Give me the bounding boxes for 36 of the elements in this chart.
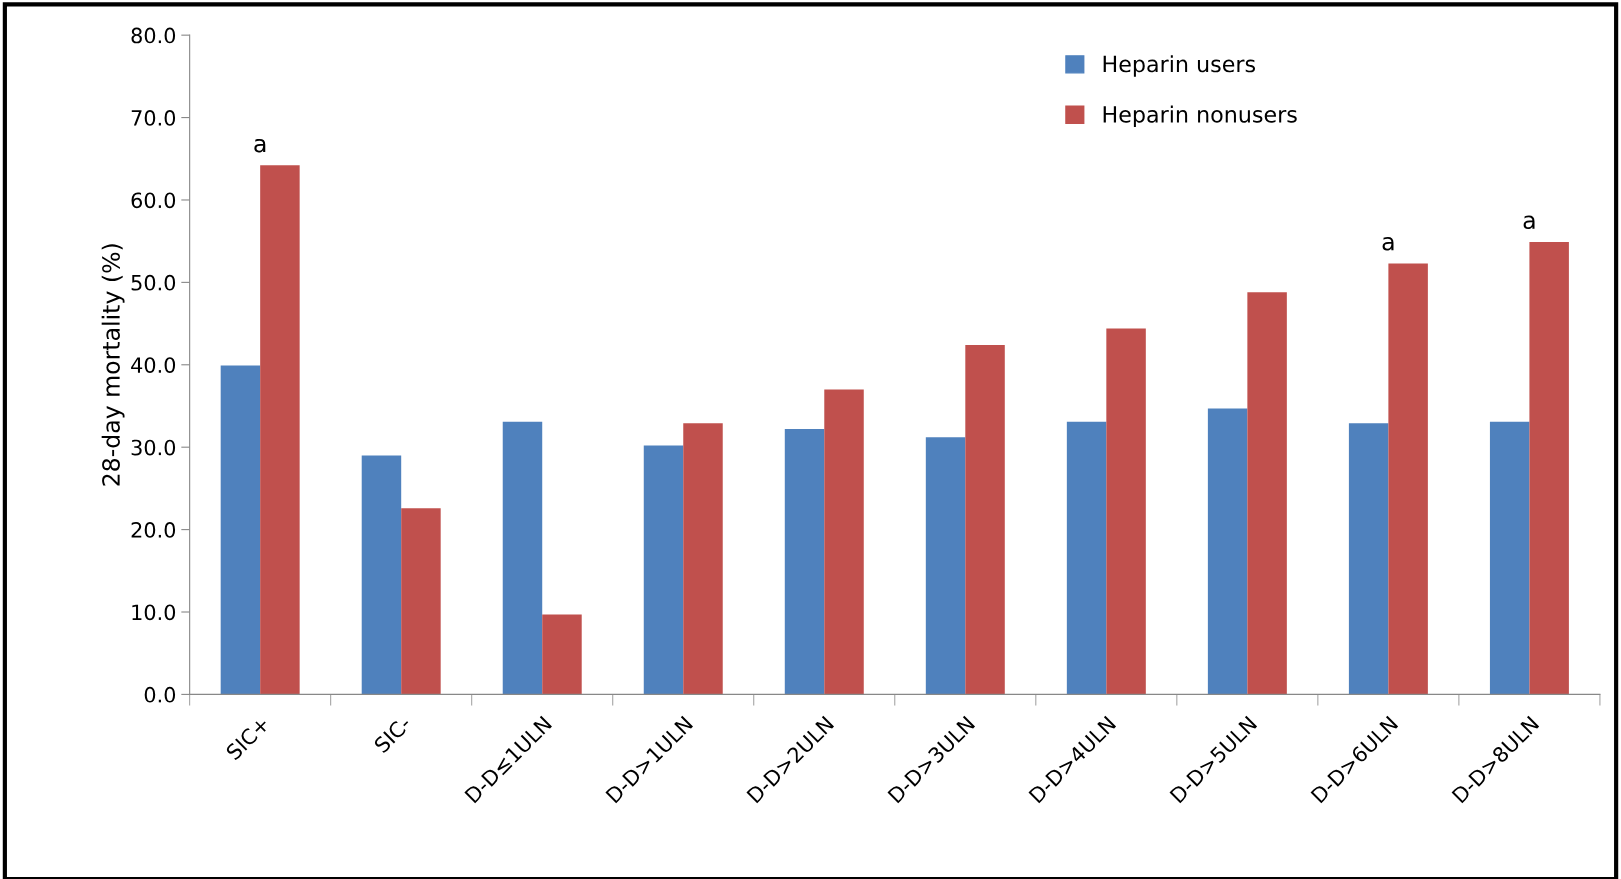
bar (1489, 421, 1530, 695)
bar (1247, 292, 1287, 695)
bar (925, 437, 966, 695)
x-tick-label: SIC- (373, 714, 412, 754)
bar (1348, 423, 1389, 695)
bar (683, 423, 723, 695)
bar (1529, 242, 1569, 695)
y-tick-label: 30.0 (131, 439, 176, 456)
bar (401, 508, 441, 695)
bar (1066, 421, 1107, 695)
bar (502, 421, 543, 695)
y-axis-title: 28-day mortality (%) (101, 244, 125, 486)
bar (1207, 408, 1248, 695)
y-tick-label: 40.0 (131, 357, 176, 373)
bar (542, 614, 582, 695)
bar (1106, 328, 1146, 695)
y-tick-label: 20.0 (131, 522, 176, 538)
y-tick-label: 0.0 (144, 686, 176, 703)
y-tick-label: 10.0 (132, 604, 176, 621)
annotation: a (254, 138, 266, 153)
legend-label: Heparin users (1103, 55, 1256, 77)
bar (824, 389, 864, 695)
annotation: a (1523, 215, 1535, 230)
y-tick-label: 60.0 (131, 192, 176, 209)
legend-label: Heparin nonusers (1103, 105, 1297, 128)
bar (643, 445, 684, 695)
bar (361, 455, 402, 695)
bar (965, 345, 1005, 695)
bar (1388, 263, 1428, 695)
annotation: a (1382, 236, 1394, 251)
y-tick-label: 50.0 (131, 274, 176, 291)
bar (260, 165, 300, 695)
y-tick-label: 70.0 (131, 110, 176, 126)
bar (220, 365, 261, 695)
bar (784, 429, 825, 695)
y-tick-label: 80.0 (131, 27, 176, 44)
